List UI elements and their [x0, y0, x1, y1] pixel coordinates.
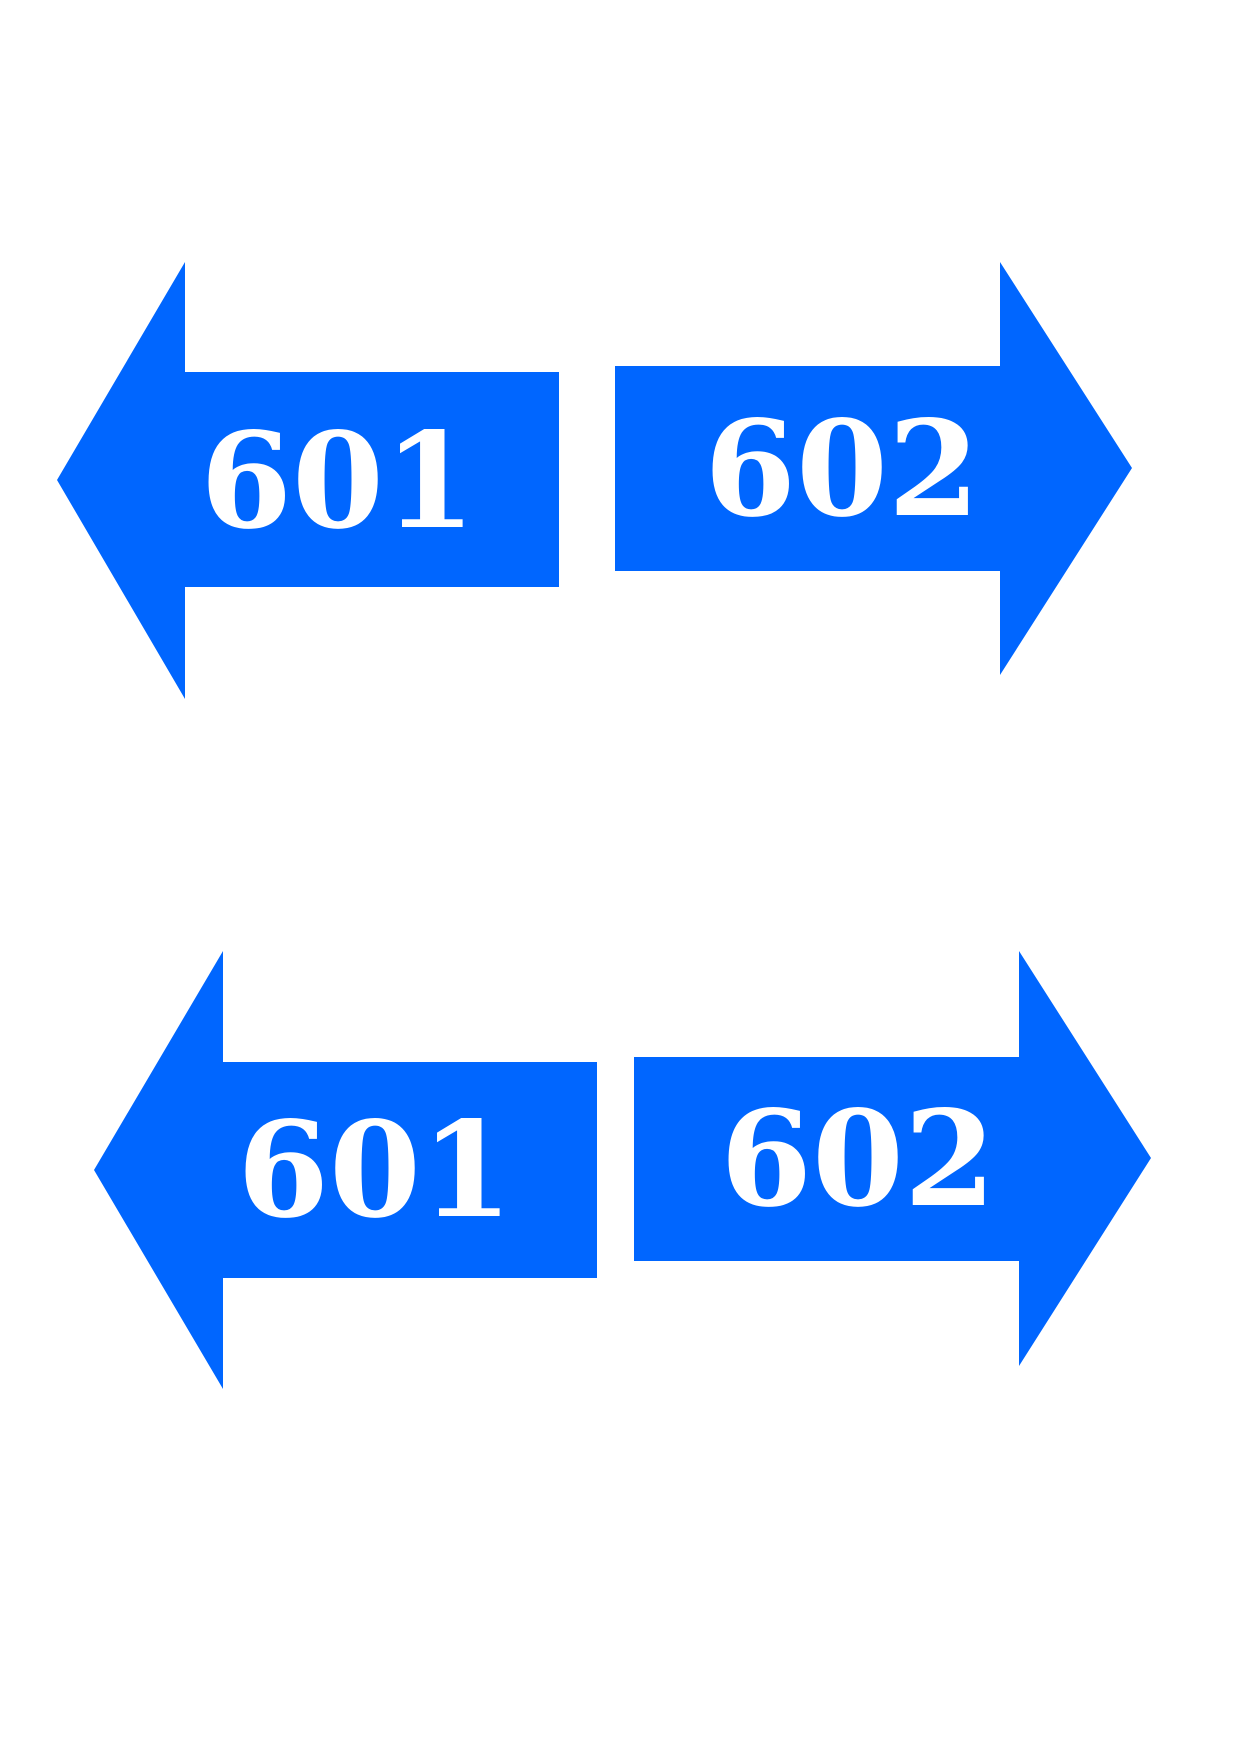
left-arrow-icon	[57, 262, 559, 699]
left-arrow-sign-row-2: 601	[94, 951, 597, 1389]
left-arrow-icon	[94, 951, 597, 1389]
room-number-label: 602	[720, 1082, 996, 1237]
room-number-label: 601	[200, 404, 476, 559]
right-arrow-sign-row-2: 602	[634, 951, 1151, 1366]
right-arrow-sign-row-1: 602	[615, 262, 1132, 675]
right-arrow-icon	[634, 951, 1151, 1366]
room-number-label: 602	[704, 392, 980, 547]
right-arrow-icon	[615, 262, 1132, 675]
room-number-label: 601	[237, 1093, 513, 1248]
left-arrow-sign-row-1: 601	[57, 262, 559, 699]
